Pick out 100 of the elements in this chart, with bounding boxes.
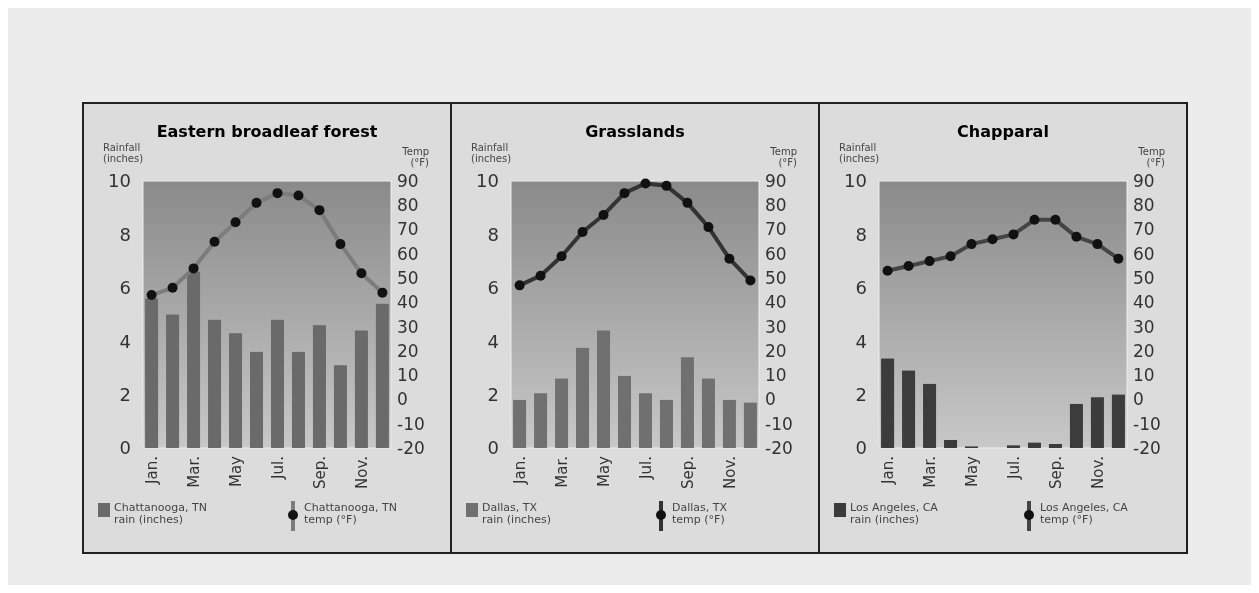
point (682, 197, 693, 208)
chart-title: Grasslands (585, 122, 685, 141)
bar (270, 319, 284, 448)
bar (229, 333, 243, 448)
bar (1111, 394, 1125, 448)
y2-tick-label: 50 (1133, 268, 1155, 289)
x-tick-label: Jan. (878, 456, 897, 485)
y2-tick-label: -20 (397, 437, 425, 458)
y2-tick-label: 80 (765, 195, 787, 216)
y2-tick-label: 60 (765, 243, 787, 264)
x-tick-label: Jul. (636, 456, 655, 480)
y2-tick-label: -10 (765, 413, 793, 434)
y2-tick-label: 30 (765, 316, 787, 337)
y2-tick-label: 40 (397, 292, 419, 313)
point (640, 178, 651, 189)
legend-label: Chattanooga, TN rain (inches) (114, 501, 207, 526)
y2-tick-label: 70 (397, 219, 419, 240)
bar (534, 393, 548, 448)
y-tick-label: 8 (487, 223, 499, 245)
legend-label: Los Angeles, CA rain (inches) (850, 501, 939, 526)
bar (145, 298, 159, 448)
bar (1006, 445, 1020, 448)
y2-tick-label: 80 (1133, 195, 1155, 216)
point (745, 275, 756, 286)
bar (513, 399, 527, 448)
point (556, 251, 567, 262)
bar (944, 439, 958, 448)
bar (618, 375, 632, 448)
x-tick-label: Jul. (1004, 456, 1023, 480)
y-tick-label: 6 (119, 277, 131, 299)
y-tick-label: 10 (844, 170, 867, 192)
bar (659, 399, 673, 448)
y-axis-title: Rainfall (inches) (103, 142, 144, 164)
x-tick-label: Mar. (552, 456, 571, 488)
y-tick-label: 2 (119, 383, 131, 405)
bar (1090, 397, 1104, 448)
legend-label: Dallas, TX rain (inches) (482, 501, 551, 526)
y-axis-title: Rainfall (inches) (839, 142, 880, 164)
y2-tick-label: 20 (1133, 340, 1155, 361)
x-tick-label: May (226, 455, 245, 488)
y-tick-label: 10 (108, 170, 131, 192)
y2-tick-label: 20 (765, 340, 787, 361)
x-tick-label: May (962, 455, 981, 488)
x-tick-label: May (594, 455, 613, 488)
x-tick-label: Jan. (510, 456, 529, 485)
y2-tick-label: -20 (1133, 437, 1161, 458)
y-tick-label: 2 (487, 383, 499, 405)
bar (333, 365, 347, 448)
x-tick-label: Nov. (352, 456, 371, 489)
x-tick-label: Nov. (1088, 456, 1107, 489)
bar (1027, 442, 1041, 448)
y-tick-label: 10 (476, 170, 499, 192)
point (661, 180, 672, 191)
y-tick-label: 0 (119, 437, 131, 459)
y2-tick-label: 70 (1133, 219, 1155, 240)
y-tick-label: 6 (487, 277, 499, 299)
y-axis-title: Rainfall (inches) (471, 142, 512, 164)
bar (638, 393, 652, 448)
y-tick-label: 8 (855, 223, 867, 245)
x-tick-label: Mar. (184, 456, 203, 488)
bar (1069, 403, 1083, 448)
x-tick-label: Nov. (720, 456, 739, 489)
bar (743, 402, 757, 448)
y2-tick-label: 90 (397, 170, 419, 191)
y-tick-label: 4 (487, 330, 499, 352)
point (598, 209, 609, 220)
bar (291, 351, 305, 448)
y-tick-label: 4 (855, 330, 867, 352)
bar (576, 347, 590, 448)
bar (312, 325, 326, 448)
point (577, 226, 588, 237)
y2-tick-label: 20 (397, 340, 419, 361)
x-tick-label: Sep. (1046, 456, 1065, 490)
bar (680, 357, 694, 448)
y2-tick-label: 40 (765, 292, 787, 313)
bar (187, 271, 201, 448)
point (724, 253, 735, 264)
y2-tick-label: -10 (397, 413, 425, 434)
point (535, 270, 546, 281)
x-tick-label: Mar. (920, 456, 939, 488)
bar (208, 319, 222, 448)
bar (701, 378, 715, 448)
y2-tick-label: 0 (1133, 389, 1144, 410)
y2-tick-label: 90 (1133, 170, 1155, 191)
bar (375, 303, 389, 448)
x-tick-label: Sep. (678, 456, 697, 490)
x-tick-label: Jan. (142, 456, 161, 485)
x-tick-label: Sep. (310, 456, 329, 490)
bar (597, 330, 611, 448)
y2-tick-label: 0 (397, 389, 408, 410)
point (703, 222, 714, 233)
y2-tick-label: -10 (1133, 413, 1161, 434)
y2-tick-label: 10 (1133, 365, 1155, 386)
bar (881, 358, 895, 448)
x-tick-label: Jul. (268, 456, 287, 480)
y-tick-label: 6 (855, 277, 867, 299)
chart-title: Eastern broadleaf forest (156, 122, 378, 141)
y2-tick-label: -20 (765, 437, 793, 458)
y-tick-label: 4 (119, 330, 131, 352)
bar (902, 370, 916, 448)
